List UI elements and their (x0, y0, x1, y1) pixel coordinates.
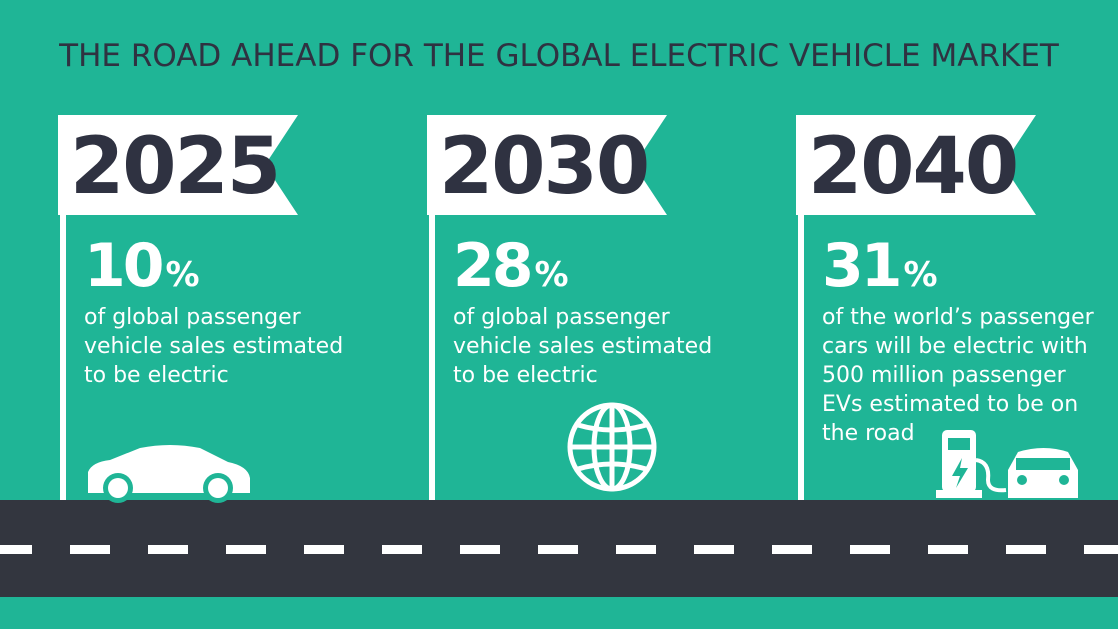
title: THE ROAD AHEAD FOR THE GLOBAL ELECTRIC V… (58, 38, 1060, 74)
flag (796, 115, 1036, 215)
flag-pole (798, 115, 804, 505)
percentage: 10% (84, 231, 200, 301)
road-dash (0, 545, 32, 554)
road-dash (148, 545, 188, 554)
description-line: the road (822, 421, 915, 446)
road-dashes (0, 545, 1118, 554)
road-dash (694, 545, 734, 554)
description-line: to be electric (84, 363, 229, 388)
globe-icon (567, 402, 657, 492)
percentage-value: 28 (453, 231, 531, 301)
flag (58, 115, 298, 215)
description-line: of global passenger (84, 305, 302, 330)
description-line: vehicle sales estimated (84, 334, 343, 359)
road-dash (304, 545, 344, 554)
percentage-value: 31 (822, 231, 900, 301)
road-dash (1006, 545, 1046, 554)
road-dash (226, 545, 266, 554)
description-line: of the world’s passenger (822, 305, 1095, 330)
year: 2030 (439, 122, 648, 212)
percentage: 28% (453, 231, 569, 301)
road-dash (772, 545, 812, 554)
road-dash (616, 545, 656, 554)
flag (427, 115, 667, 215)
percentage-unit: % (904, 255, 938, 295)
road-dash (538, 545, 578, 554)
flags: 2025 10 % of global passenger vehicle sales … (58, 115, 1095, 505)
charger-icon (936, 430, 1078, 498)
car-icon (88, 445, 250, 503)
road-dash (928, 545, 968, 554)
description-line: 500 million passenger (822, 363, 1067, 388)
road-dash (70, 545, 110, 554)
percentage-value: 10 (84, 231, 162, 301)
flag-pole (429, 115, 435, 505)
road-dash (850, 545, 890, 554)
percentage-unit: % (166, 255, 200, 295)
year: 2025 (70, 122, 279, 212)
flag-pole (60, 115, 66, 505)
percentage-unit: % (535, 255, 569, 295)
description-line: vehicle sales estimated (453, 334, 712, 359)
description-line: cars will be electric with (822, 334, 1088, 359)
road-dash (460, 545, 500, 554)
description-line: of global passenger (453, 305, 671, 330)
description-line: EVs estimated to be on (822, 392, 1078, 417)
percentage: 31% (822, 231, 938, 301)
road-dash (1084, 545, 1118, 554)
road-dash (382, 545, 422, 554)
year: 2040 (808, 122, 1017, 212)
description-line: to be electric (453, 363, 598, 388)
